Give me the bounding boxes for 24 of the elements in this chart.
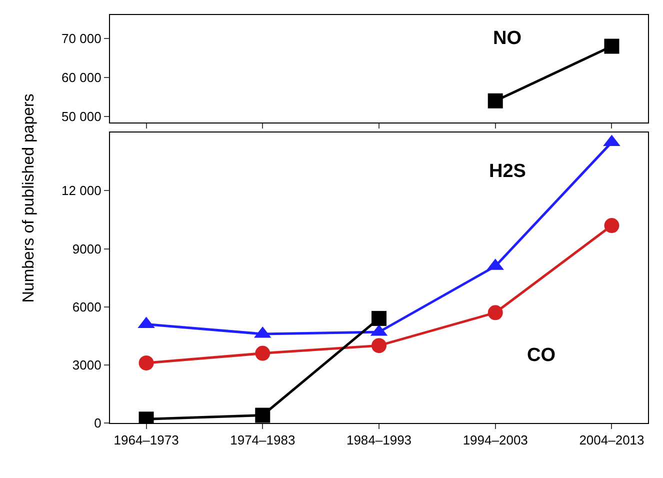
y-tick-label: 0 [94, 416, 102, 431]
y-axis-title: Numbers of published papers [20, 94, 38, 303]
y-tick-label: 70 000 [62, 30, 102, 46]
x-tick-label: 1994–2003 [462, 432, 528, 448]
point [488, 305, 503, 320]
x-tick-label: 1964–1973 [114, 432, 179, 448]
point [138, 355, 154, 370]
x-tick-label: 1974–1983 [230, 432, 296, 448]
y-tick-label: 9000 [72, 241, 102, 256]
point [372, 338, 386, 354]
series-label: CO [527, 345, 556, 366]
x-tick-label: 1984–1993 [346, 432, 412, 448]
y-tick-label: 12 000 [62, 183, 102, 198]
y-tick-label: 3000 [72, 357, 102, 372]
y-tick-label: 6000 [72, 299, 102, 314]
y-tick-label: 50 000 [62, 109, 102, 124]
series-label: NO [493, 28, 522, 49]
y-tick-label: 60 000 [62, 70, 102, 86]
point [255, 346, 270, 361]
point [255, 408, 270, 423]
point [372, 310, 386, 326]
series-label: H2S [489, 161, 526, 182]
x-tick-label: 2004–2013 [579, 432, 644, 448]
point [604, 218, 620, 234]
